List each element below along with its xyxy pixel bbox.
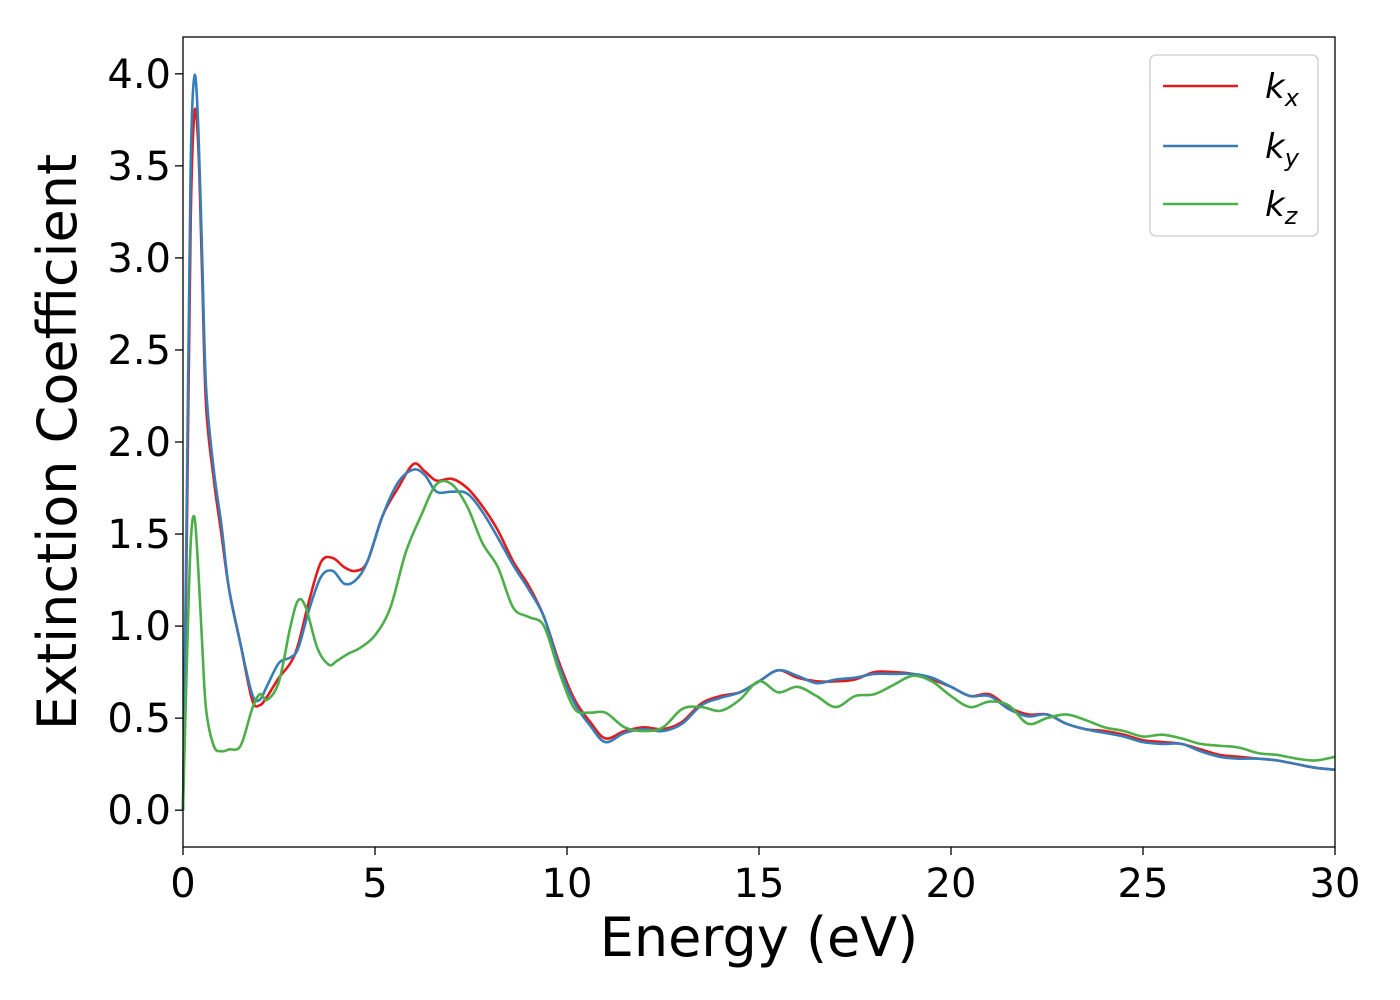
legend-label-z: kz <box>1265 185 1299 230</box>
x-tick-label: 30 <box>1310 861 1361 907</box>
plot-background <box>183 37 1335 847</box>
series-layer <box>181 73 1336 811</box>
y-tick-label: 2.0 <box>107 420 171 466</box>
x-tick-label: 15 <box>734 861 785 907</box>
y-tick-label: 3.0 <box>107 236 171 282</box>
y-tick-label: 3.5 <box>107 144 171 190</box>
y-tick-label: 0.5 <box>107 696 171 742</box>
y-tick-label: 4.0 <box>107 52 171 98</box>
y-tick-label: 1.0 <box>107 604 171 650</box>
y-axis: 0.0 0.5 1.0 1.5 2.0 2.5 3.0 3.5 4.0 <box>107 52 183 834</box>
legend-label-x: kx <box>1265 67 1300 112</box>
x-tick-label: 5 <box>362 861 387 907</box>
x-axis-label: Energy (eV) <box>600 906 919 969</box>
y-tick-label: 0.0 <box>107 788 171 834</box>
x-tick-label: 10 <box>542 861 593 907</box>
legend: kx ky kz <box>1149 54 1319 237</box>
series-line-y <box>181 73 1336 811</box>
y-tick-label: 1.5 <box>107 512 171 558</box>
x-axis: 0 5 10 15 20 25 30 <box>170 847 1360 907</box>
legend-label-y: ky <box>1265 127 1300 172</box>
y-axis-label: Extinction Coefficient <box>26 154 89 730</box>
y-tick-label: 2.5 <box>107 328 171 374</box>
x-tick-label: 0 <box>170 861 195 907</box>
series-line-z <box>181 479 1336 811</box>
x-tick-label: 20 <box>926 861 977 907</box>
x-tick-label: 25 <box>1118 861 1169 907</box>
